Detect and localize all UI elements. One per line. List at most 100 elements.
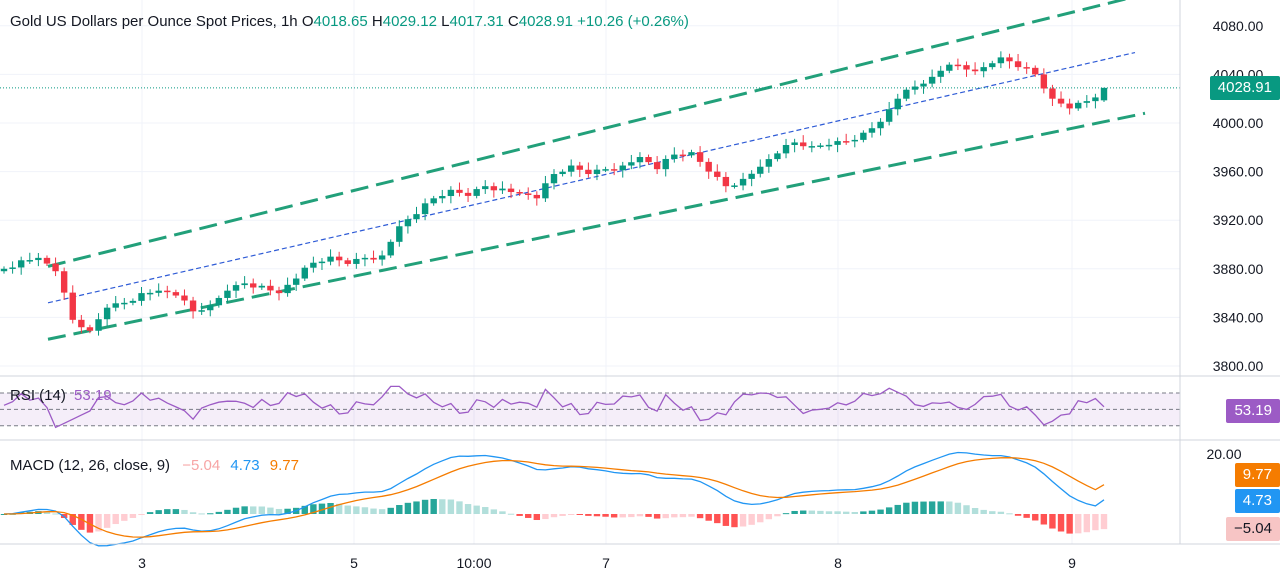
candle-body <box>258 285 266 288</box>
price-tick-label: 3800.00 <box>1213 358 1264 374</box>
macd-histogram-bar <box>946 501 953 514</box>
candle-body <box>1066 103 1073 109</box>
candle-body <box>387 241 394 256</box>
price-tick-label: 3920.00 <box>1213 212 1264 228</box>
macd-title: MACD (12, 26, close, 9) <box>10 457 171 474</box>
macd-histogram-bar <box>69 514 76 525</box>
candle-body <box>198 310 205 312</box>
macd-histogram-bar <box>834 511 841 514</box>
macd-histogram-bar <box>129 514 137 518</box>
candle-body <box>224 290 231 298</box>
macd-histogram-bar <box>928 501 936 514</box>
candle-body <box>9 267 16 269</box>
candle-body <box>688 152 695 156</box>
candle-body <box>507 188 515 193</box>
macd-histogram-bar <box>559 514 566 516</box>
candle-body <box>1083 101 1091 103</box>
candle-body <box>946 64 953 71</box>
macd-histogram-bar <box>628 514 635 518</box>
macd-line <box>3 451 1105 547</box>
hist-tag: −5.04 <box>1226 517 1280 541</box>
close-value: 4028.91 <box>518 13 573 30</box>
macd-histogram-bar <box>344 505 351 514</box>
candle-body <box>989 63 996 68</box>
macd-line-value: 4.73 <box>230 457 260 474</box>
candle-body <box>232 285 240 291</box>
macd-histogram-bar <box>525 514 532 518</box>
candle-body <box>1049 88 1056 99</box>
macd-histogram-bar <box>817 510 824 514</box>
macd-histogram-bar <box>0 514 8 515</box>
macd-histogram-bar <box>482 507 489 514</box>
macd-histogram-bar <box>103 514 111 528</box>
macd-histogram-bar <box>172 509 180 514</box>
macd-histogram-bar <box>885 507 893 514</box>
chart-header: Gold US Dollars per Ounce Spot Prices, 1… <box>0 0 1180 40</box>
candle-body <box>782 144 790 154</box>
candle-body <box>628 162 635 166</box>
macd-histogram-bar <box>284 508 291 514</box>
price-tick-label: 3960.00 <box>1213 164 1264 180</box>
macd-histogram-bar <box>78 514 85 530</box>
candle-body <box>1014 61 1022 68</box>
macd-histogram-bar <box>550 514 558 518</box>
candle-body <box>1032 67 1039 75</box>
candle-body <box>43 257 51 264</box>
macd-histogram-bar <box>739 514 747 527</box>
time-tick-label: 7 <box>602 555 610 571</box>
macd-histogram-bar <box>593 514 601 517</box>
macd-histogram-bar <box>95 514 102 532</box>
candle-body <box>292 278 300 285</box>
macd-histogram-bar <box>722 514 730 526</box>
candle-body <box>189 300 197 312</box>
macd-histogram-bar <box>1014 514 1022 516</box>
macd-histogram-bar <box>877 509 884 514</box>
candle-body <box>963 65 970 70</box>
candle-body <box>318 261 326 264</box>
price-tick-label: 4080.00 <box>1213 18 1264 34</box>
change-value: +10.26 (+0.26%) <box>577 13 689 30</box>
candle-body <box>499 188 506 191</box>
macd-histogram-bar <box>516 514 523 516</box>
candle-body <box>121 302 128 305</box>
macd-histogram-bar <box>207 513 214 515</box>
candle-body <box>482 186 489 190</box>
candle-body <box>765 159 773 167</box>
candle-body <box>138 293 145 301</box>
time-tick-label: 3 <box>138 555 146 571</box>
macd-histogram-bar <box>1075 514 1082 534</box>
channel-lower <box>47 111 1146 341</box>
candle-body <box>576 165 583 170</box>
candle-body <box>516 192 523 194</box>
candle-body <box>172 292 180 296</box>
candle-body <box>327 256 334 262</box>
candle-body <box>937 70 944 77</box>
candle-body <box>267 285 274 291</box>
candle-body <box>731 185 738 187</box>
macd-histogram-bar <box>507 513 515 515</box>
macd-histogram-bar <box>250 506 257 514</box>
candle-body <box>250 283 257 288</box>
candle-body <box>679 154 687 157</box>
macd-histogram-bar <box>911 501 919 514</box>
macd-histogram-bar <box>920 501 927 514</box>
macd-histogram-bar <box>396 505 403 514</box>
candle-body <box>181 295 188 301</box>
candle-body <box>851 139 858 142</box>
macd-histogram-bar <box>808 510 816 514</box>
rsi-pane <box>0 385 1180 429</box>
macd-histogram-bar <box>189 512 197 514</box>
macd-histogram-bar <box>989 511 996 514</box>
candle-body <box>954 64 962 67</box>
candle-body <box>146 292 154 295</box>
time-tick-label: 10:00 <box>456 555 491 571</box>
candle-body <box>17 260 25 268</box>
candle-body <box>542 183 549 199</box>
macd-histogram-bar <box>447 499 455 514</box>
candle-body <box>421 203 429 215</box>
macd-histogram-bar <box>361 507 369 514</box>
candle-body <box>696 152 704 162</box>
macd-histogram-bar <box>1057 514 1065 532</box>
rsi-tag: 53.19 <box>1226 399 1280 423</box>
